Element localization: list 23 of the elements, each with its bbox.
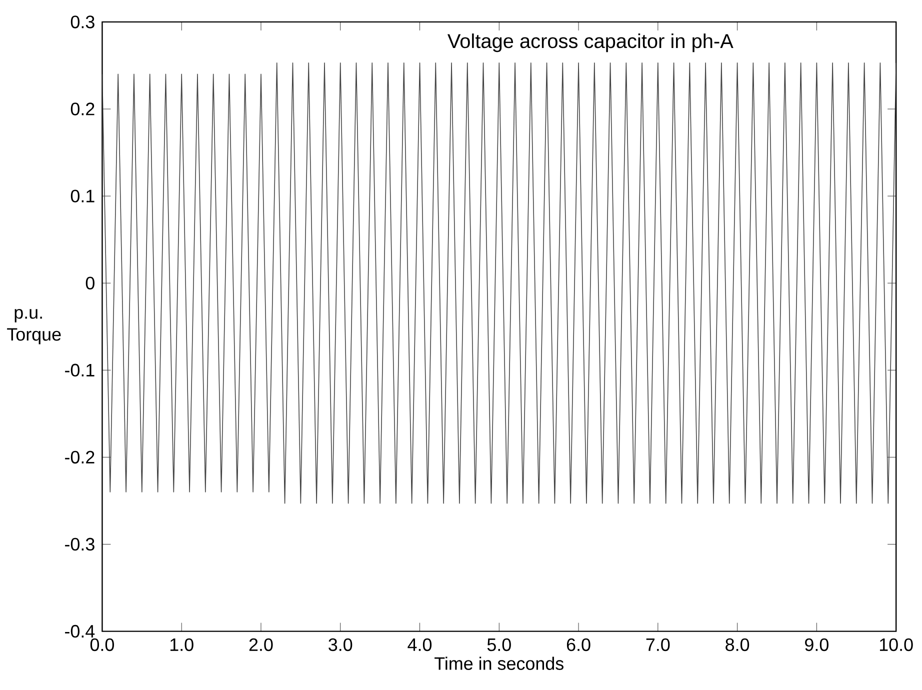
x-tick-label: 7.0 — [646, 638, 670, 652]
line-series — [102, 62, 896, 504]
y-tick-label: -0.2 — [65, 450, 94, 464]
x-tick-label: 10.0 — [880, 638, 913, 652]
x-tick-label: 2.0 — [249, 638, 273, 652]
y-tick-label: -0.1 — [65, 364, 94, 376]
x-tick-label: 1.0 — [170, 638, 194, 652]
x-tick-label: 9.0 — [805, 638, 828, 652]
x-tick-label: 8.0 — [726, 638, 750, 652]
y-tick-label: -0.4 — [65, 624, 95, 638]
text: Voltage across capacitor in ph-A — [448, 33, 734, 52]
y-tick-label: -0.3 — [65, 538, 94, 551]
x-tick-label: 4.0 — [408, 638, 432, 652]
x-tick-label: 0.0 — [90, 638, 114, 652]
y-tick-label: 0.2 — [70, 102, 94, 116]
x-tick-label: 5.0 — [487, 638, 511, 652]
y-tick-label: 0.1 — [70, 190, 94, 202]
x-axis-title: Time in seconds — [434, 656, 564, 670]
x-tick-label: 3.0 — [328, 638, 352, 652]
x-tick-label: 6.0 — [566, 638, 590, 652]
y-tick-label: 0 — [86, 276, 94, 290]
y-axis-title: p.u. Torque — [7, 308, 61, 344]
y-tick-label: 0.3 — [70, 16, 94, 28]
